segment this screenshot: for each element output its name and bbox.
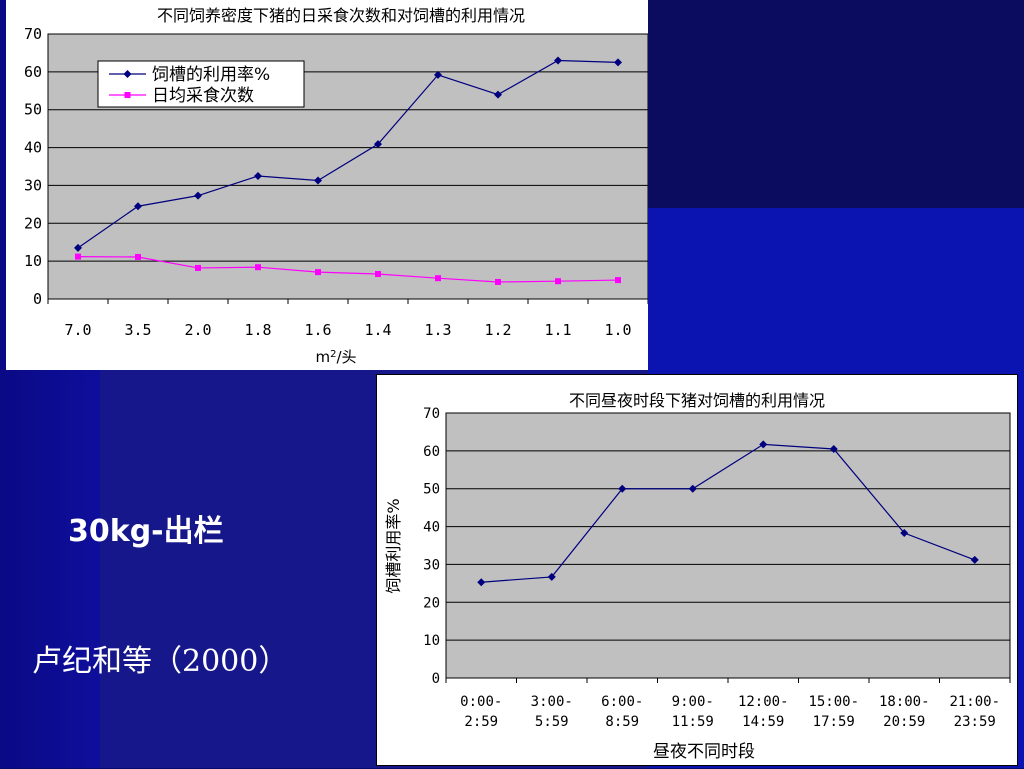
chart2-x-axis-label: 昼夜不同时段 bbox=[653, 742, 755, 762]
y-tick-label: 20 bbox=[24, 214, 42, 232]
data-point bbox=[314, 176, 322, 185]
data-point bbox=[900, 529, 909, 538]
x-tick-label: 0:00-2:59 bbox=[460, 694, 502, 730]
series-line bbox=[77, 59, 619, 249]
y-tick-label: 70 bbox=[423, 406, 440, 422]
x-tick-label: 1.0 bbox=[604, 321, 631, 339]
x-tick-label: 3:00-5:59 bbox=[531, 694, 573, 730]
y-tick-label: 60 bbox=[423, 444, 440, 460]
data-point bbox=[134, 202, 142, 211]
data-point bbox=[759, 440, 768, 449]
x-tick-label: 21:00-23:59 bbox=[949, 694, 1000, 730]
y-tick-label: 0 bbox=[33, 290, 42, 308]
data-point bbox=[434, 70, 442, 79]
x-tick-label: 2.0 bbox=[184, 321, 211, 339]
data-point bbox=[477, 578, 486, 587]
data-point bbox=[135, 253, 141, 260]
data-point bbox=[194, 191, 202, 200]
chart1-legend-box bbox=[97, 60, 305, 108]
series-line bbox=[481, 443, 975, 583]
series-line bbox=[77, 256, 619, 283]
background-right-top bbox=[648, 0, 1024, 208]
x-tick-label: 3.5 bbox=[124, 321, 151, 339]
data-point bbox=[554, 56, 562, 65]
y-tick-label: 50 bbox=[24, 101, 42, 119]
data-point bbox=[375, 271, 381, 278]
x-tick-label: 15:00-17:59 bbox=[808, 694, 859, 730]
data-point bbox=[618, 484, 627, 493]
data-point bbox=[255, 264, 261, 271]
x-tick-label: 1.1 bbox=[544, 321, 571, 339]
time-chart: 不同昼夜时段下猪对饲槽的利用情况 0 10 20 30 40 50 60 70 0:00-2:… bbox=[384, 391, 1011, 762]
time-chart-panel: 不同昼夜时段下猪对饲槽的利用情况 0 10 20 30 40 50 60 70 0:00-2:… bbox=[376, 374, 1018, 766]
data-point bbox=[615, 277, 621, 284]
data-point bbox=[494, 90, 502, 99]
y-tick-label: 40 bbox=[24, 139, 42, 157]
legend-entry-label: 日均采食次数 bbox=[152, 86, 254, 106]
x-tick-label: 1.4 bbox=[364, 321, 391, 339]
y-tick-label: 0 bbox=[432, 671, 440, 687]
data-point bbox=[75, 253, 81, 260]
data-point bbox=[829, 444, 838, 453]
chart1-title: 不同饲养密度下猪的日采食次数和对饲槽的利用情况 bbox=[157, 6, 525, 25]
x-tick-label: 9:00-11:59 bbox=[672, 694, 714, 730]
x-tick-label: 1.8 bbox=[244, 321, 271, 339]
reference-label: 卢纪和等（2000） bbox=[32, 644, 289, 679]
x-tick-label: 1.2 bbox=[484, 321, 511, 339]
x-tick-label: 18:00-20:59 bbox=[879, 694, 930, 730]
chart2-title: 不同昼夜时段下猪对饲槽的利用情况 bbox=[569, 391, 825, 410]
y-tick-label: 20 bbox=[423, 595, 440, 611]
x-tick-label: 1.6 bbox=[304, 321, 331, 339]
density-chart-panel: 不同饲养密度下猪的日采食次数和对饲槽的利用情况 0 10 20 30 40 50 60 70 … bbox=[6, 0, 649, 370]
y-tick-label: 10 bbox=[423, 633, 440, 649]
density-chart: 不同饲养密度下猪的日采食次数和对饲槽的利用情况 010203040506070 … bbox=[24, 6, 649, 366]
data-point bbox=[495, 278, 501, 285]
data-point bbox=[315, 269, 321, 276]
data-point bbox=[435, 275, 441, 282]
data-point bbox=[555, 278, 561, 285]
legend-marker bbox=[124, 92, 131, 98]
data-point bbox=[254, 171, 262, 180]
data-point bbox=[970, 555, 979, 564]
y-tick-label: 60 bbox=[24, 63, 42, 81]
chart2-y-axis-label: 饲槽利用率% bbox=[384, 498, 403, 593]
data-point bbox=[547, 572, 556, 581]
y-tick-label: 30 bbox=[423, 557, 440, 573]
legend-entry-label: 饲槽的利用率% bbox=[152, 65, 270, 85]
data-point bbox=[614, 58, 622, 67]
x-tick-label: 12:00-14:59 bbox=[738, 694, 789, 730]
y-tick-label: 40 bbox=[423, 520, 440, 536]
chart2-plot-area bbox=[445, 412, 1011, 679]
y-tick-label: 70 bbox=[24, 25, 42, 43]
x-tick-label: 6:00-8:59 bbox=[601, 694, 643, 730]
x-tick-label: 1.3 bbox=[424, 321, 451, 339]
data-point bbox=[374, 140, 382, 149]
y-tick-label: 50 bbox=[423, 482, 440, 498]
data-point bbox=[195, 264, 201, 271]
data-point bbox=[74, 243, 82, 252]
legend-marker bbox=[123, 70, 132, 78]
y-tick-label: 10 bbox=[24, 252, 42, 270]
chart1-x-axis-label: m2/头 bbox=[315, 348, 356, 366]
data-point bbox=[688, 484, 697, 493]
x-tick-label: 7.0 bbox=[64, 321, 91, 339]
weight-range-label: 30kg-出栏 bbox=[68, 514, 224, 549]
y-tick-label: 30 bbox=[24, 176, 42, 194]
